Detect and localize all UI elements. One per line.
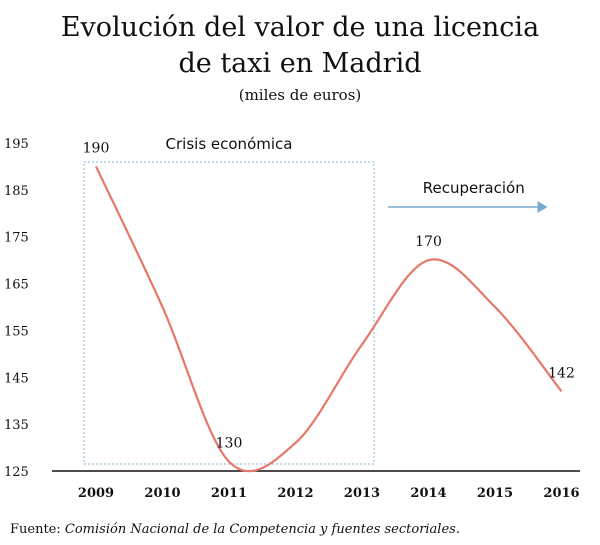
x-axis: 2009 2010 2011 2012 2013 2014 2015 2016 <box>78 486 580 501</box>
y-axis: 125 135 145 155 165 175 185 195 <box>4 137 29 480</box>
data-label-2011: 130 <box>216 436 243 452</box>
y-tick-label-145: 145 <box>4 371 29 386</box>
chart-title-line-1: Evolución del valor de una licencia <box>60 12 540 43</box>
x-tick-label-2014: 2014 <box>410 486 446 501</box>
y-tick-label-175: 175 <box>4 231 29 246</box>
x-tick-label-2016: 2016 <box>543 486 579 501</box>
recovery-arrow-head <box>537 201 548 213</box>
data-labels: 190 130 170 142 <box>83 140 575 451</box>
y-tick-label-155: 155 <box>4 324 29 339</box>
x-tick-label-2009: 2009 <box>78 486 114 501</box>
data-label-2016: 142 <box>548 365 575 381</box>
crisis-period-box <box>83 161 375 465</box>
source-text: Comisión Nacional de la Competencia y fu… <box>64 522 460 537</box>
x-tick-label-2010: 2010 <box>144 486 180 501</box>
x-tick-label-2015: 2015 <box>477 486 513 501</box>
y-tick-label-125: 125 <box>4 465 29 480</box>
x-tick-label-2013: 2013 <box>344 486 380 501</box>
source-prefix: Fuente: <box>10 522 61 537</box>
y-tick-label-185: 185 <box>4 184 29 199</box>
data-label-2009: 190 <box>83 140 110 156</box>
y-tick-label-165: 165 <box>4 278 29 293</box>
chart-title-line-2: de taxi en Madrid <box>178 48 422 79</box>
annotation-recovery-label: Recuperación <box>423 179 525 197</box>
x-tick-label-2011: 2011 <box>211 486 247 501</box>
y-tick-label-135: 135 <box>4 418 29 433</box>
data-label-2014: 170 <box>415 234 442 250</box>
source-note: Fuente: Comisión Nacional de la Competen… <box>10 522 460 537</box>
chart-subtitle: (miles de euros) <box>238 86 362 104</box>
y-tick-label-195: 195 <box>4 137 29 152</box>
x-tick-label-2012: 2012 <box>277 486 313 501</box>
series-line <box>95 165 563 473</box>
annotation-crisis-label: Crisis económica <box>166 135 293 153</box>
